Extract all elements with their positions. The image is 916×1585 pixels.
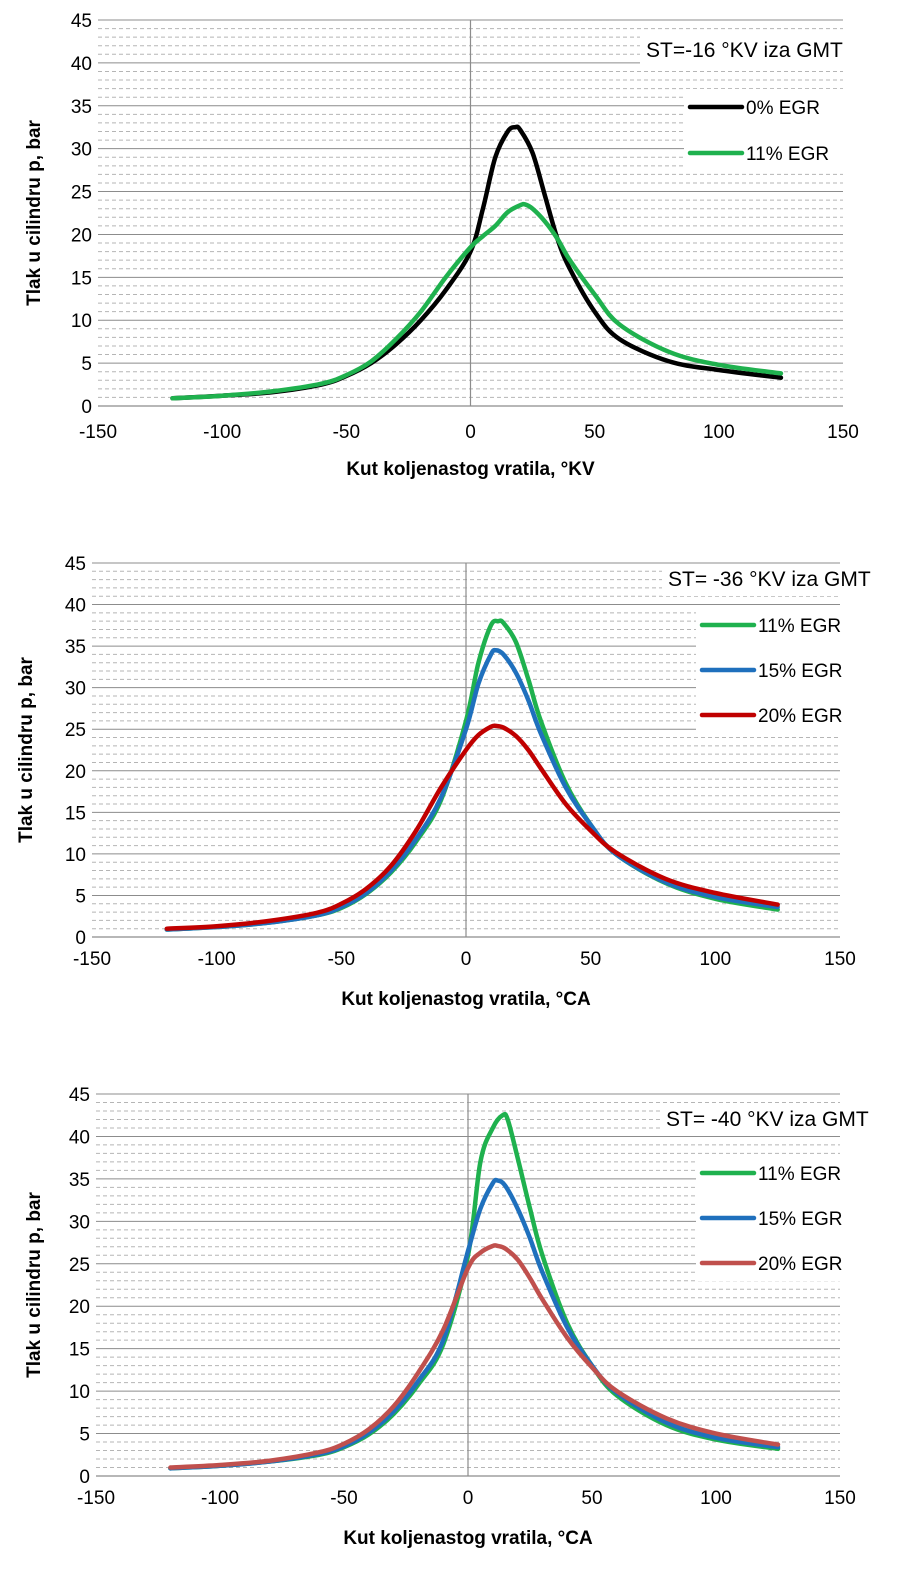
x-tick-label: -150 (77, 1488, 115, 1509)
x-tick-label: 0 (463, 1488, 474, 1509)
y-tick-label: 45 (65, 554, 86, 575)
x-tick-label: -100 (203, 422, 241, 443)
y-tick-label: 30 (69, 1212, 90, 1233)
x-tick-label: -100 (201, 1488, 239, 1509)
y-tick-label: 30 (65, 679, 86, 700)
series-line (170, 201, 784, 401)
x-tick-label: 0 (465, 422, 476, 443)
y-tick-label: 25 (69, 1255, 90, 1276)
x-axis-title: Kut koljenastog vratila, °CA (341, 989, 591, 1010)
y-tick-label: 35 (69, 1170, 90, 1191)
y-tick-label: 25 (65, 720, 86, 741)
annotation-text: ST= -40 °KV iza GMT (666, 1108, 869, 1131)
y-tick-label: 40 (71, 54, 92, 75)
y-tick-label: 35 (71, 97, 92, 118)
legend-label: 15% EGR (758, 1209, 842, 1230)
y-tick-label: 35 (65, 637, 86, 658)
y-tick-label: 5 (79, 1425, 90, 1446)
chart-panel-2: 0 5 10 15 20 25 30 35 40 45 -150 -100 -50 0 50 100 150 Ku… (16, 554, 888, 1010)
annotation-background (660, 1104, 886, 1136)
annotation-background (640, 35, 866, 67)
y-axis-title: Tlak u cilindru p, bar (24, 1191, 45, 1377)
y-tick-label: 5 (75, 886, 86, 907)
annotation-text: ST=-16 °KV iza GMT (646, 39, 843, 62)
legend-label: 20% EGR (758, 1254, 842, 1275)
legend-label: 11% EGR (758, 616, 841, 637)
x-axis-title: Kut koljenastog vratila, °KV (346, 459, 595, 480)
x-tick-label: 150 (827, 422, 859, 443)
x-axis-title: Kut koljenastog vratila, °CA (343, 1528, 593, 1549)
annotation-text: ST= -36 °KV iza GMT (668, 568, 871, 591)
x-tick-label: 50 (581, 1488, 602, 1509)
x-tick-label: 100 (700, 1488, 732, 1509)
x-tick-label: 100 (699, 949, 731, 970)
y-tick-label: 25 (71, 183, 92, 204)
x-tick-label: -150 (79, 422, 117, 443)
y-tick-label: 0 (81, 397, 92, 418)
x-tick-label: 0 (461, 949, 472, 970)
y-tick-label: 15 (71, 268, 92, 289)
series-line (164, 618, 780, 932)
x-tick-label: 100 (703, 422, 735, 443)
x-tick-label: -150 (73, 949, 111, 970)
legend-label: 11% EGR (746, 144, 829, 165)
y-axis-title: Tlak u cilindru p, bar (24, 119, 45, 305)
y-tick-label: 20 (65, 762, 86, 783)
y-tick-label: 40 (69, 1127, 90, 1148)
series-line (168, 1243, 781, 1470)
x-tick-label: -100 (198, 949, 236, 970)
x-tick-label: -50 (330, 1488, 357, 1509)
y-tick-label: 10 (69, 1382, 90, 1403)
y-tick-label: 0 (79, 1467, 90, 1488)
legend-label: 11% EGR (758, 1164, 841, 1185)
legend-background (684, 89, 844, 171)
x-tick-label: -50 (328, 949, 355, 970)
y-tick-label: 45 (69, 1085, 90, 1106)
series-line (164, 723, 780, 931)
y-tick-label: 5 (81, 354, 92, 375)
y-tick-label: 10 (71, 311, 92, 332)
series-line (164, 647, 780, 932)
y-tick-label: 20 (69, 1297, 90, 1318)
chart-panel-3: 0 5 10 15 20 25 30 35 40 45 -150 -100 -50 0 50 100 150 Ku… (24, 1085, 886, 1549)
y-axis-title: Tlak u cilindru p, bar (16, 656, 37, 842)
y-tick-label: 10 (65, 845, 86, 866)
y-tick-label: 15 (65, 803, 86, 824)
x-tick-label: 50 (584, 422, 605, 443)
legend-label: 20% EGR (758, 706, 842, 727)
series-line (168, 1111, 781, 1471)
y-tick-label: 40 (65, 596, 86, 617)
chart-panel-1: 0 5 10 15 20 25 30 35 40 45 -150 -100 -50 0 50 100 150 Ku… (24, 11, 866, 480)
legend-label: 15% EGR (758, 661, 842, 682)
y-tick-label: 30 (71, 140, 92, 161)
annotation-background (662, 564, 888, 596)
x-tick-label: 150 (824, 949, 856, 970)
x-tick-label: 150 (824, 1488, 856, 1509)
y-tick-label: 20 (71, 225, 92, 246)
x-tick-label: -50 (333, 422, 360, 443)
y-tick-label: 45 (71, 11, 92, 32)
y-tick-label: 0 (75, 928, 86, 949)
y-tick-label: 15 (69, 1340, 90, 1361)
legend-label: 0% EGR (746, 98, 820, 119)
x-tick-label: 50 (580, 949, 601, 970)
